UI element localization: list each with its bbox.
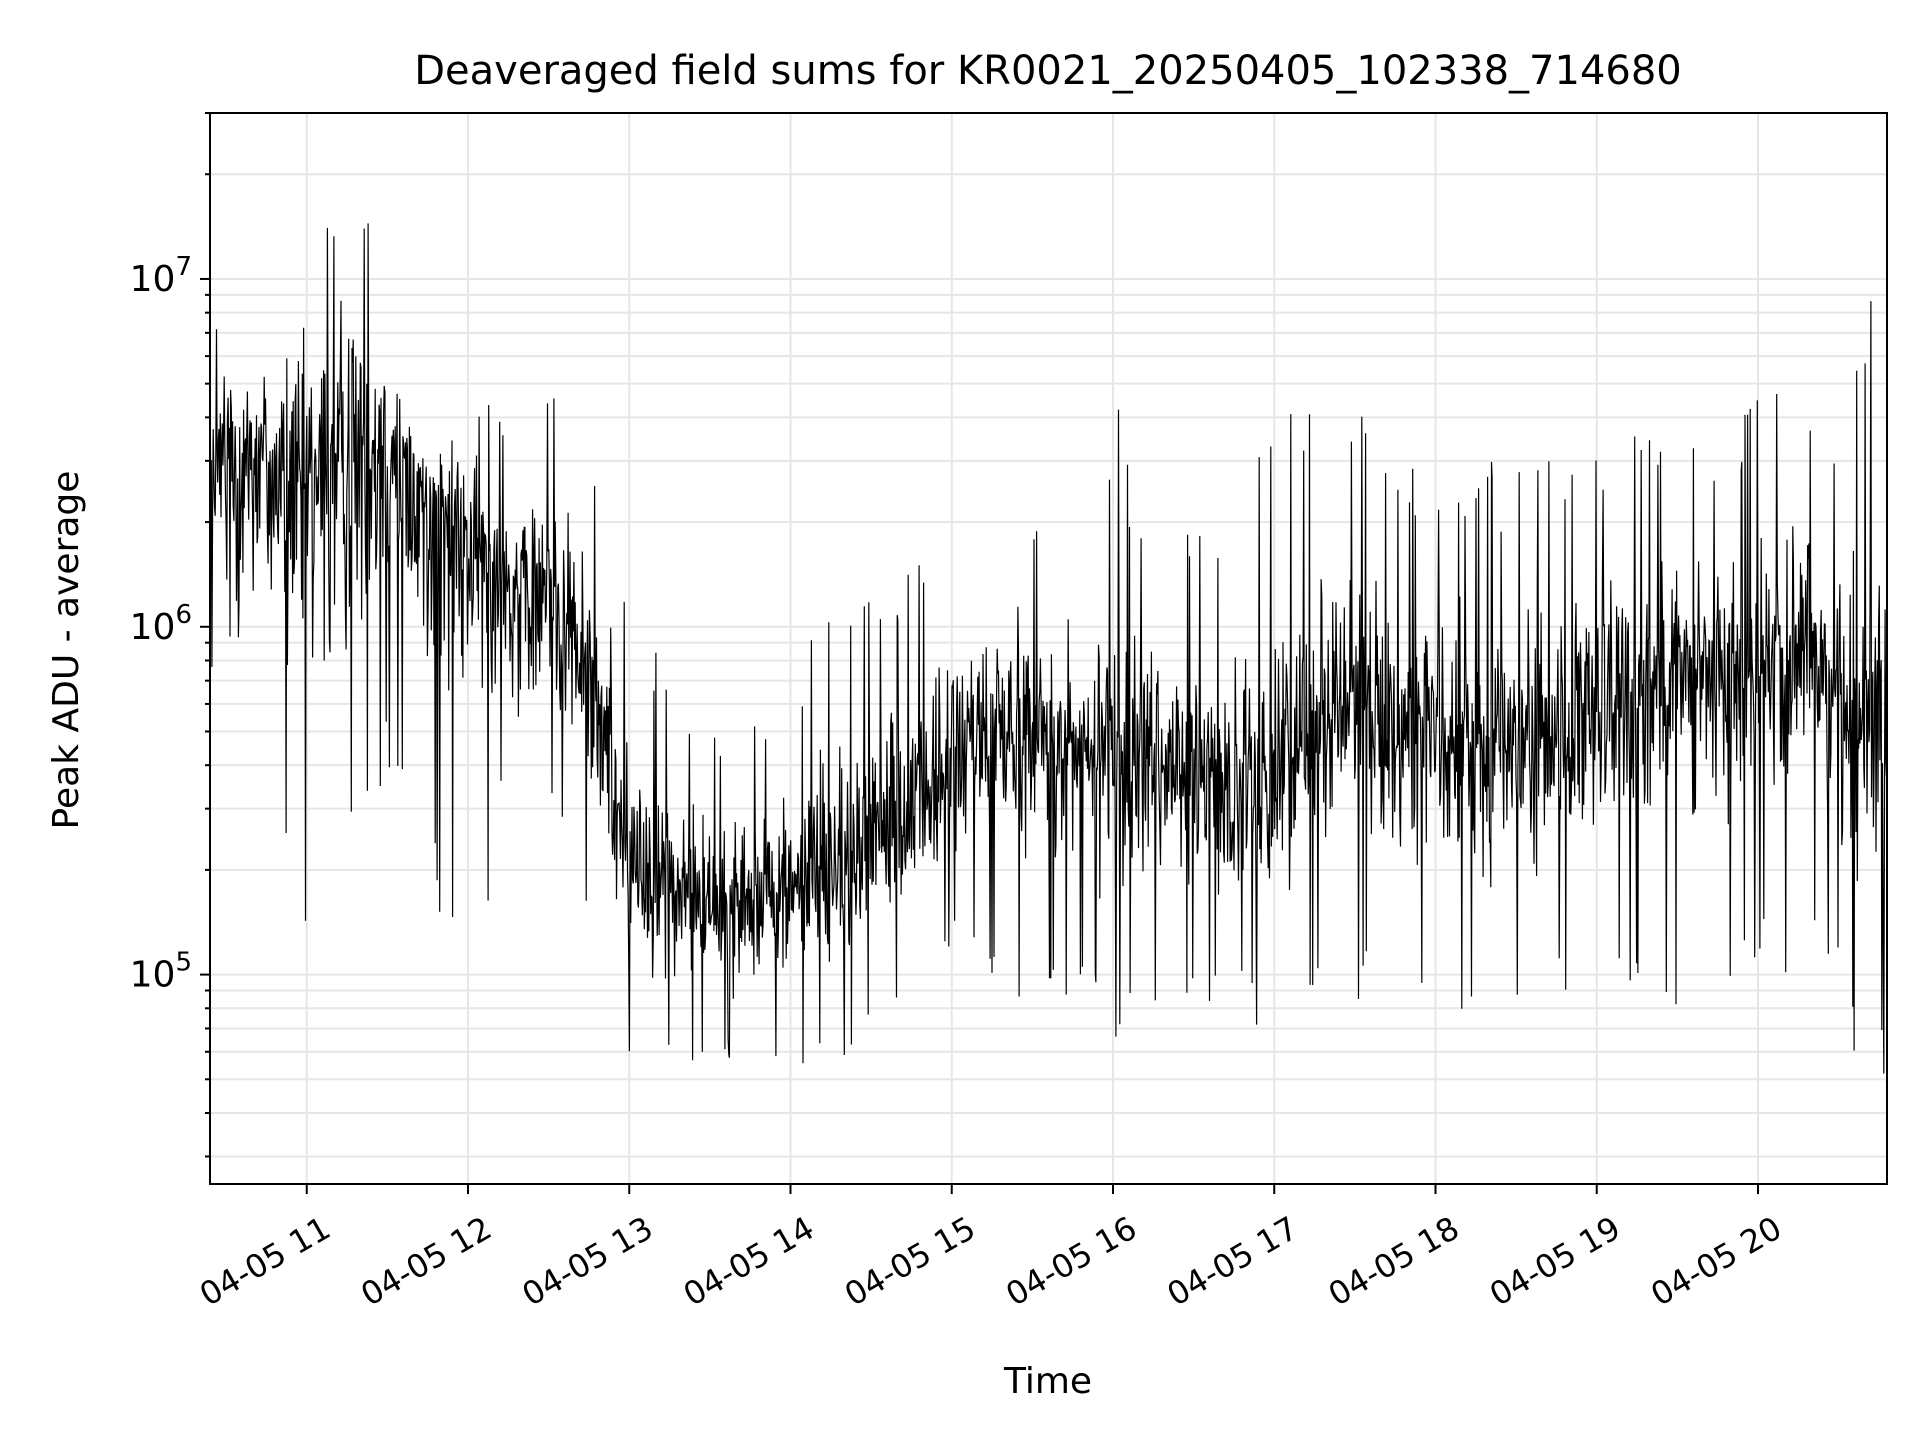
- y-tick-label: 107: [130, 252, 192, 300]
- y-tick-exponent: 5: [175, 948, 192, 978]
- plot-frame: [209, 112, 1888, 1185]
- y-tick-exponent: 7: [175, 252, 192, 282]
- chart-title: Deaveraged field sums for KR0021_2025040…: [414, 48, 1682, 94]
- y-tick-label: 106: [130, 600, 192, 648]
- y-axis-label: Peak ADU - average: [46, 471, 87, 830]
- y-tick-exponent: 6: [175, 600, 192, 630]
- series-layer: [209, 223, 1888, 1074]
- y-tick-base: 10: [130, 955, 176, 996]
- y-tick-label: 105: [130, 948, 192, 996]
- x-axis-label: Time: [1003, 1361, 1092, 1402]
- y-tick-base: 10: [130, 259, 176, 300]
- y-tick-base: 10: [130, 607, 176, 648]
- series-line-0: [209, 223, 1888, 1074]
